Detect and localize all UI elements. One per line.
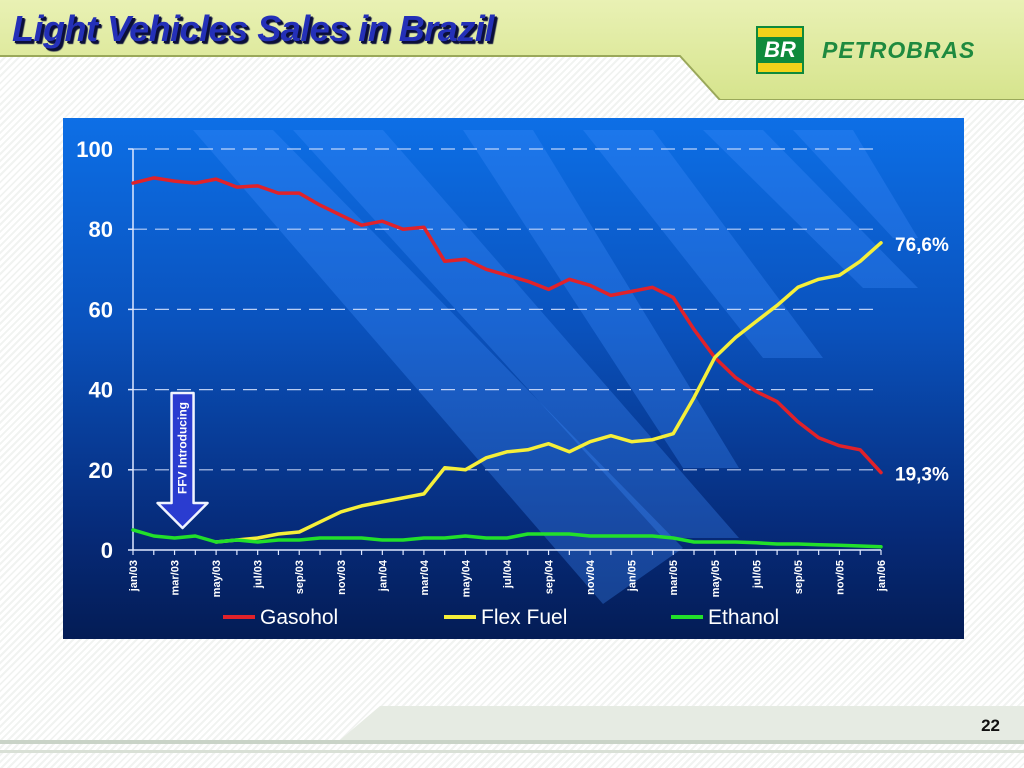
fuel-sales-chart: 0 20 40 60 80 100 jan/03 mar/03 may/03 jul/03 sep/… <box>76 130 949 629</box>
decor-band-1 <box>293 130 739 538</box>
br-badge-text: BR <box>764 37 796 62</box>
y-tick-label-60: 60 <box>89 297 113 322</box>
x-tick-label-jan-06: jan/06 <box>876 560 888 592</box>
chart-series: 19,3% 76,6% <box>131 176 949 549</box>
x-tick-label-jan-03: jan/03 <box>128 560 140 592</box>
x-tick-label-may-05: may/05 <box>710 560 722 597</box>
footer-band <box>0 706 1024 753</box>
x-tick-label-jan-04: jan/04 <box>377 559 389 592</box>
x-tick-label-jul-03: jul/03 <box>253 560 265 589</box>
x-tick-label-nov-03: nov/03 <box>336 560 348 595</box>
x-tick-label-mar-04: mar/04 <box>419 559 431 595</box>
decor-band-0 <box>193 130 683 604</box>
down-arrow-icon <box>156 391 209 530</box>
series-line-ethanol <box>131 528 883 549</box>
chart-decoration <box>193 130 918 604</box>
legend-label-flex-fuel: Flex Fuel <box>481 606 567 629</box>
y-tick-label-80: 80 <box>89 217 113 242</box>
end-label-flex-fuel: 76,6% <box>895 235 949 256</box>
y-tick-label-0: 0 <box>101 538 113 563</box>
series-line-flex-fuel <box>214 241 883 544</box>
x-tick-label-mar-03: mar/03 <box>170 560 182 595</box>
annotation-text: FFV Introducing <box>176 402 190 494</box>
x-tick-label-nov-05: nov/05 <box>834 560 846 595</box>
header-band <box>0 0 1024 100</box>
x-tick-label-sep-05: sep/05 <box>793 560 805 594</box>
chart-legend: Gasohol Flex Fuel Ethanol <box>223 606 779 629</box>
page-number: 22 <box>981 716 1000 735</box>
x-tick-label-jan-05: jan/05 <box>627 560 639 592</box>
decor-band-2 <box>463 130 739 468</box>
decor-band-3 <box>583 130 823 358</box>
series-line-gasohol <box>131 176 883 475</box>
y-tick-label-40: 40 <box>89 378 113 403</box>
decor-band-5 <box>793 130 918 238</box>
x-tick-label-mar-05: mar/05 <box>668 560 680 595</box>
end-label-gasohol: 19,3% <box>895 465 949 486</box>
y-tick-label-20: 20 <box>89 458 113 483</box>
x-tick-label-jul-05: jul/05 <box>751 560 763 589</box>
x-tick-label-sep-03: sep/03 <box>294 560 306 594</box>
x-tick-label-nov-04: nov/04 <box>585 559 597 595</box>
decor-band-4 <box>703 130 918 288</box>
x-tick-label-sep-04: sep/04 <box>544 559 556 594</box>
chart-axes: 0 20 40 60 80 100 jan/03 mar/03 may/03 jul/03 sep/… <box>76 137 888 597</box>
chart-panel <box>63 118 964 639</box>
legend-label-ethanol: Ethanol <box>708 606 779 629</box>
x-tick-label-may-04: may/04 <box>460 559 472 597</box>
petrobras-logo: BR PETROBRAS <box>756 24 1012 76</box>
legend-label-gasohol: Gasohol <box>260 606 338 629</box>
logo-wordmark: PETROBRAS <box>822 36 976 63</box>
br-badge-icon: BR <box>756 26 804 74</box>
x-tick-label-may-03: may/03 <box>211 560 223 597</box>
slide-title: Light Vehicles Sales in Brazil <box>12 8 494 49</box>
chart-annotation: FFV Introducing <box>156 391 209 530</box>
y-tick-label-100: 100 <box>76 137 113 162</box>
x-tick-label-jul-04: jul/04 <box>502 559 514 589</box>
